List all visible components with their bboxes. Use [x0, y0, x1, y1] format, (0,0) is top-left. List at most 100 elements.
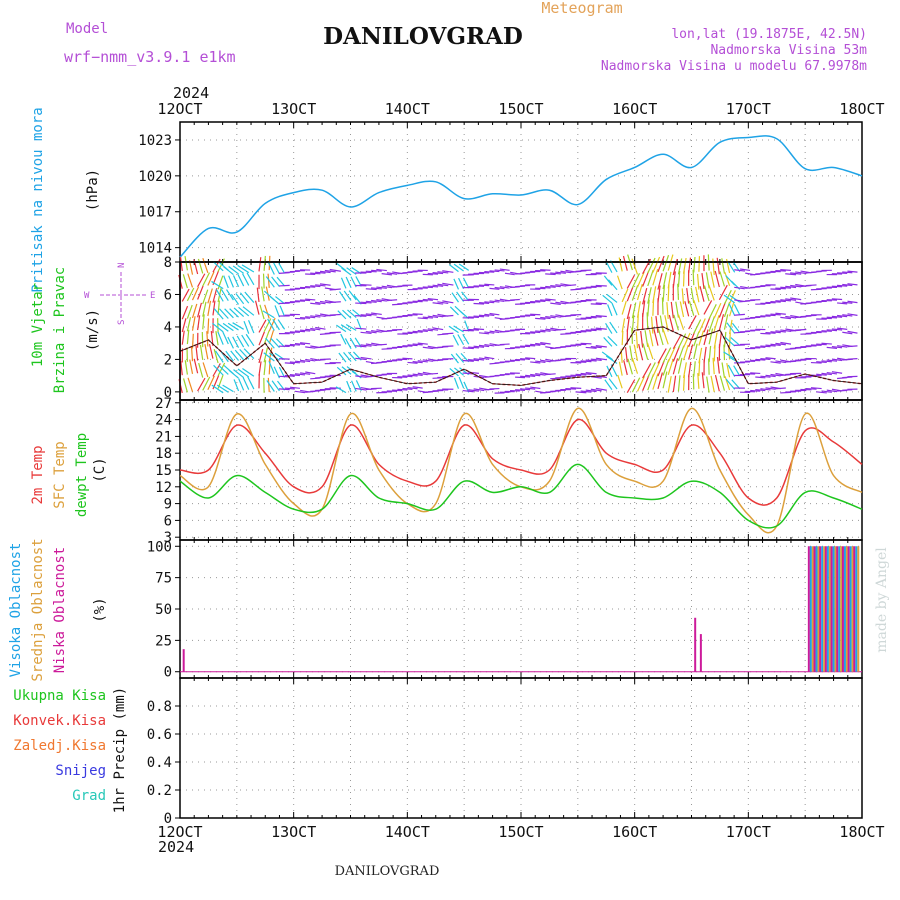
wind-arrow	[345, 323, 357, 331]
wind-arrow	[484, 356, 495, 360]
pressure-frame	[179, 121, 863, 263]
wind-arrow	[305, 371, 316, 375]
wind-arrow	[585, 329, 597, 332]
temp-dewpt-line	[179, 463, 863, 529]
wind-arrow	[275, 338, 285, 348]
wind-arrow	[191, 303, 198, 319]
wind-arrow	[826, 316, 838, 319]
model-name: wrf−nmm_v3.9.1 e1km	[64, 48, 236, 66]
wind-arrow	[677, 357, 683, 374]
wind-arrow	[270, 338, 280, 349]
wind-arrow	[412, 330, 423, 333]
wind-arrow	[202, 289, 209, 305]
pressure-ytick-label: 1020	[138, 169, 172, 185]
wind-arrow	[775, 330, 786, 333]
wind-arrow	[677, 345, 685, 362]
wind-arrow	[642, 343, 649, 360]
wind-arrow	[211, 384, 224, 394]
wind-arrow	[652, 373, 659, 390]
wind-arrow	[603, 275, 613, 286]
wind-arrow	[186, 304, 193, 319]
wind-arrow	[672, 346, 681, 362]
wind-arrow	[268, 347, 273, 362]
wind-arrow	[305, 346, 316, 349]
wind-arrow	[670, 301, 674, 319]
wind-arrow	[617, 374, 623, 389]
wind-arrow	[279, 305, 286, 317]
wind-arrow	[682, 344, 689, 361]
wind-arrow	[294, 373, 306, 376]
wind-arrow	[653, 329, 659, 346]
wind-arrow	[708, 328, 714, 345]
wind-arrow	[718, 284, 728, 301]
wind-arrow	[417, 299, 428, 302]
wind-arrow	[530, 313, 541, 316]
wind-arrow	[329, 313, 341, 316]
wind-arrow	[191, 316, 196, 331]
wind-arrow	[193, 358, 199, 374]
wind-arrow	[627, 358, 633, 375]
wind-arrow	[348, 351, 357, 362]
wind-arrow	[666, 302, 669, 319]
wind-arrow	[540, 342, 551, 345]
wind-arrow	[580, 372, 592, 375]
wind-arrow	[765, 374, 776, 378]
wind-arrow	[775, 342, 786, 346]
x-tick-label: 17OCT	[726, 100, 771, 118]
wind-arrow	[329, 268, 341, 272]
wind-arrow	[760, 388, 771, 391]
wind-arrow	[473, 315, 485, 318]
wind-arrow	[202, 376, 211, 391]
temp-ytick-label: 12	[155, 480, 172, 496]
wind-arrow	[456, 291, 465, 302]
wind-arrow	[672, 358, 679, 375]
x-tick-label: 13OCT	[271, 823, 316, 841]
wind-arrow	[682, 270, 685, 287]
wind-arrow	[412, 360, 423, 364]
wind-arrow	[407, 361, 418, 364]
wind-arrow	[733, 304, 741, 316]
pressure-line	[179, 135, 863, 258]
wind-arrow	[540, 316, 551, 320]
wind-arrow	[595, 357, 607, 361]
wind-arrow	[310, 315, 321, 318]
wind-arrow	[805, 387, 817, 390]
wind-arrow	[626, 379, 636, 393]
wind-arrow	[217, 258, 225, 272]
wind-arrow	[698, 330, 705, 346]
year-top: 2024	[173, 84, 209, 102]
wind-arrow	[238, 306, 250, 317]
wind-arrow	[263, 352, 275, 362]
wind-arrow	[207, 318, 210, 334]
legend-ukupna-kisa: Ukupna Kisa	[13, 688, 106, 704]
wind-arrow	[417, 317, 428, 320]
wind-arrow	[407, 386, 418, 390]
wind-arrow	[693, 319, 702, 334]
wind-arrow	[499, 268, 510, 271]
wind-arrow	[755, 389, 766, 392]
wind-arrow	[785, 285, 797, 289]
wind-arrow	[580, 342, 592, 345]
wind-arrow	[647, 362, 656, 378]
wind-arrow	[780, 316, 792, 320]
wind-arrow	[427, 298, 439, 301]
wind-arrow	[648, 329, 654, 347]
precip-ytick-label: 0.4	[147, 755, 172, 771]
wind-arrow	[202, 314, 205, 330]
wind-arrow	[179, 256, 183, 272]
wind-arrow	[785, 298, 797, 301]
wind-arrow	[305, 285, 316, 288]
wind-arrow	[580, 360, 592, 363]
wind-arrow	[826, 346, 838, 350]
wind-arrow	[305, 328, 316, 332]
wind-arrow	[442, 332, 454, 335]
wind-arrow	[540, 286, 551, 289]
wind-arrow	[489, 300, 500, 303]
wind-arrow	[478, 357, 490, 360]
wind-arrow	[453, 377, 460, 389]
wind-arrow	[187, 273, 194, 288]
wind-arrow	[631, 285, 639, 301]
wind-arrow	[484, 301, 495, 304]
wind-arrow	[785, 315, 797, 319]
wind-arrow	[723, 301, 731, 318]
